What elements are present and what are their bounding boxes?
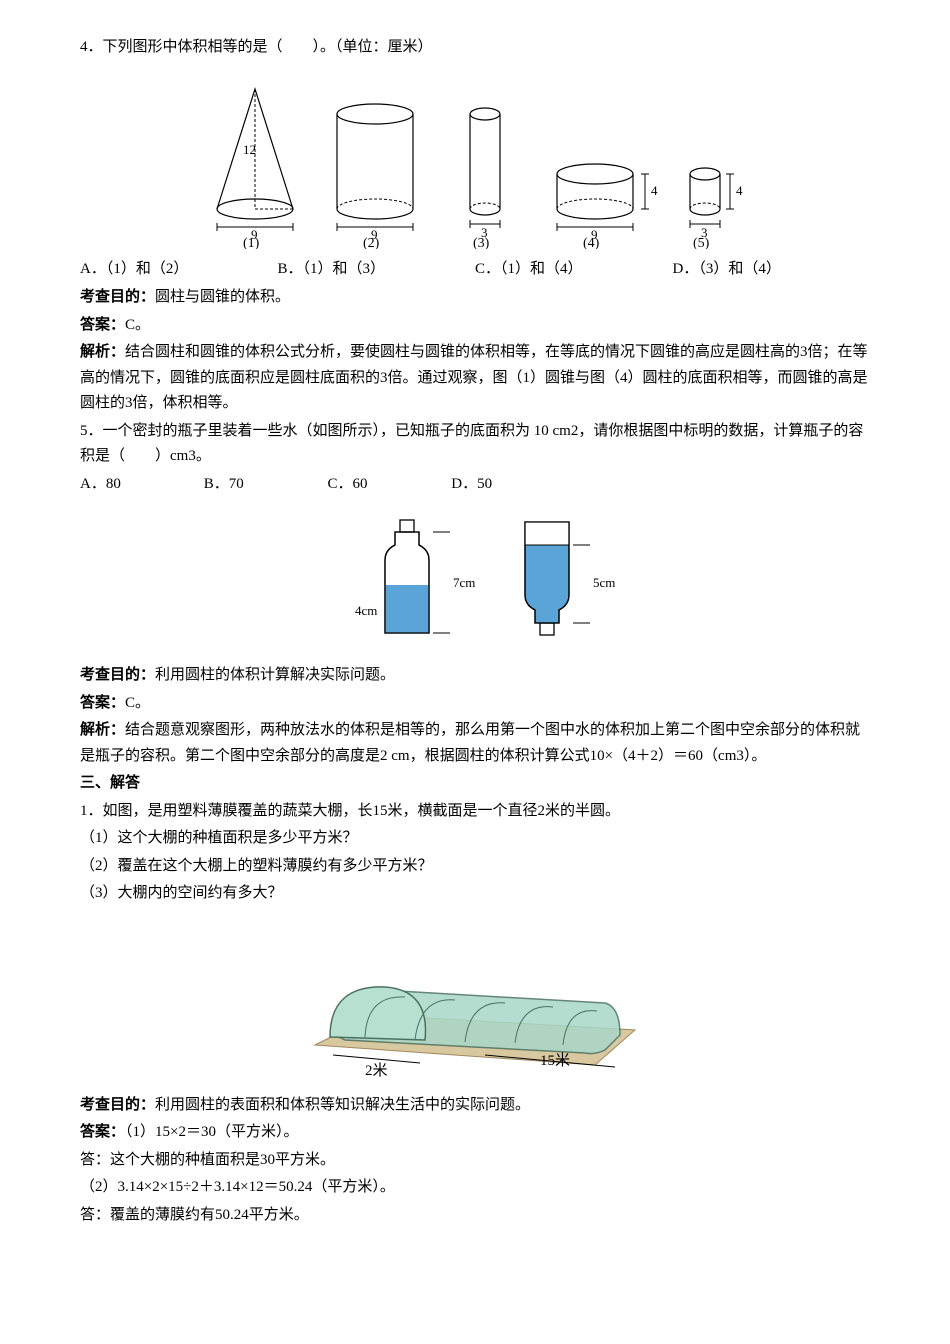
q4-option-a: A．（1）和（2）	[80, 257, 278, 283]
q5-answer-label: 答案：	[80, 695, 125, 711]
s3q1-answer: 答案：（1）15×2＝30（平方米）。	[80, 1120, 870, 1146]
svg-text:4: 4	[651, 183, 658, 198]
q4-analysis-text: 结合圆柱和圆锥的体积公式分析，要使圆柱与圆锥的体积相等，在等底的情况下圆锥的高应…	[80, 344, 868, 411]
bottle-total-h: 7cm	[453, 575, 475, 590]
q4-analysis: 解析：结合圆柱和圆锥的体积公式分析，要使圆柱与圆锥的体积相等，在等底的情况下圆锥…	[80, 340, 870, 417]
svg-text:(2): (2)	[363, 236, 380, 249]
s3q1-answer-label: 答案：	[80, 1124, 125, 1140]
s3q1-sub2: （2）覆盖在这个大棚上的塑料薄膜约有多少平方米？	[80, 854, 870, 880]
s3q1-objective-label: 考查目的：	[80, 1097, 155, 1113]
s3q1-sub3: （3）大棚内的空间约有多大？	[80, 881, 870, 907]
q5-option-d: D．50	[451, 472, 571, 498]
svg-text:4: 4	[736, 183, 743, 198]
svg-text:(5): (5)	[693, 236, 710, 249]
q4-shapes-diagram: 12 9 (1) 9 (2)	[80, 69, 870, 249]
q5-answer-text: C。	[125, 695, 150, 711]
svg-text:(1): (1)	[243, 236, 260, 249]
q5-option-c: C．60	[328, 472, 448, 498]
q5-analysis: 解析：结合题意观察图形，两种放法水的体积是相等的，那么用第一个图中水的体积加上第…	[80, 718, 870, 769]
s3q1-stem: 1．如图，是用塑料薄膜覆盖的蔬菜大棚，长15米，横截面是一个直径2米的半圆。	[80, 799, 870, 825]
s3q1-answer2-text: 答：覆盖的薄膜约有50.24平方米。	[80, 1203, 870, 1229]
q4-answer-text: C。	[125, 317, 150, 333]
svg-text:12: 12	[243, 142, 256, 157]
greenhouse-width: 2米	[365, 1062, 388, 1079]
q5-objective-text: 利用圆柱的体积计算解决实际问题。	[155, 667, 395, 683]
bottle-empty-h: 5cm	[593, 575, 615, 590]
q4-objective-label: 考查目的：	[80, 289, 155, 305]
section3-title: 三、解答	[80, 771, 870, 797]
q5-objective: 考查目的：利用圆柱的体积计算解决实际问题。	[80, 663, 870, 689]
s3q1-sub1: （1）这个大棚的种植面积是多少平方米？	[80, 826, 870, 852]
q4-option-b: B．（1）和（3）	[278, 257, 476, 283]
q5-analysis-text: 结合题意观察图形，两种放法水的体积是相等的，那么用第一个图中水的体积加上第二个图…	[80, 722, 860, 764]
s3q1-objective: 考查目的：利用圆柱的表面积和体积等知识解决生活中的实际问题。	[80, 1093, 870, 1119]
q4-options: A．（1）和（2） B．（1）和（3） C．（1）和（4） D．（3）和（4）	[80, 257, 870, 283]
q5-stem: 5．一个密封的瓶子里装着一些水（如图所示），已知瓶子的底面积为 10 cm2，请…	[80, 419, 870, 470]
q4-option-c: C．（1）和（4）	[475, 257, 673, 283]
q4-stem: 4．下列图形中体积相等的是（ ）。（单位：厘米）	[80, 35, 870, 61]
bottle-water-h: 4cm	[355, 603, 377, 618]
s3q1-answer1-text: 答：这个大棚的种植面积是30平方米。	[80, 1148, 870, 1174]
q4-analysis-label: 解析：	[80, 344, 125, 360]
svg-text:(3): (3)	[473, 236, 490, 249]
q4-objective-text: 圆柱与圆锥的体积。	[155, 289, 290, 305]
q4-option-d: D．（3）和（4）	[673, 257, 871, 283]
q5-option-a: A．80	[80, 472, 200, 498]
q5-objective-label: 考查目的：	[80, 667, 155, 683]
q4-answer-label: 答案：	[80, 317, 125, 333]
q5-option-b: B．70	[204, 472, 324, 498]
svg-text:(4): (4)	[583, 236, 600, 249]
s3q1-answer2: （2）3.14×2×15÷2＋3.14×12＝50.24（平方米）。	[80, 1175, 870, 1201]
q4-objective: 考查目的：圆柱与圆锥的体积。	[80, 285, 870, 311]
q5-answer: 答案：C。	[80, 691, 870, 717]
q4-answer: 答案：C。	[80, 313, 870, 339]
s3q1-objective-text: 利用圆柱的表面积和体积等知识解决生活中的实际问题。	[155, 1097, 530, 1113]
q5-options: A．80 B．70 C．60 D．50	[80, 472, 870, 498]
s3q1-answer1: （1）15×2＝30（平方米）。	[125, 1124, 298, 1140]
q5-analysis-label: 解析：	[80, 722, 125, 738]
q5-bottle-diagram: 4cm 7cm 5cm	[80, 505, 870, 655]
greenhouse-diagram: 15米 2米	[80, 915, 870, 1085]
